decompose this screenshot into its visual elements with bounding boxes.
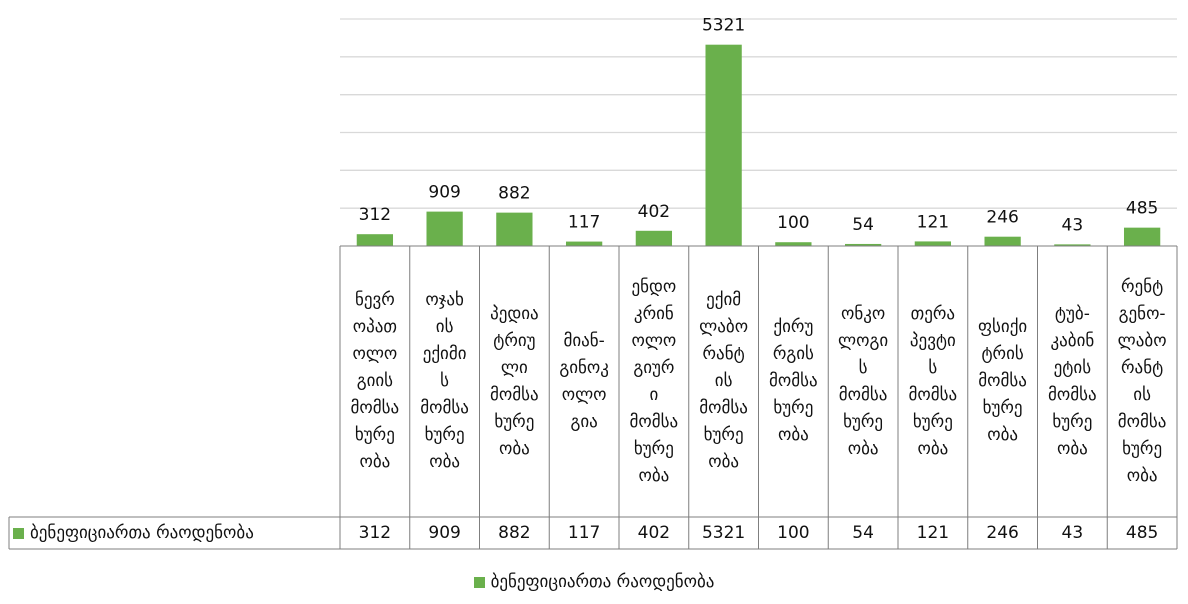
table-cell: 909 — [428, 523, 461, 543]
data-label: 882 — [498, 184, 530, 204]
data-label: 909 — [428, 183, 460, 203]
category-label: მიან- გინოკ ოლო გია — [559, 330, 609, 432]
table-cell: 5321 — [701, 523, 746, 543]
series-row-label: ბენეფიციართა რაოდენობა — [13, 517, 338, 549]
data-label: 246 — [986, 208, 1018, 228]
category-label: ქირუ რგის მომსა ხურე ობა — [769, 317, 818, 445]
bar — [984, 236, 1021, 246]
data-label: 54 — [852, 215, 874, 235]
table-cell: 402 — [637, 523, 671, 543]
category-label: ოჯახ ის ექიმი ს მომსა ხურე ობა — [420, 290, 469, 472]
data-label: 402 — [638, 202, 670, 222]
category-label: ექიმ ლაბო რანტ ის მომსა ხურე ობა — [699, 290, 749, 472]
category-label: ონკო ლოგი ს მომსა ხურე ობა — [838, 303, 889, 459]
legend-swatch — [473, 576, 485, 588]
legend: ბენეფიციართა რაოდენობა — [0, 572, 1188, 592]
bar — [844, 243, 882, 246]
category-label: ნევრ ოპათ ოლო გიის მომსა ხურე ობა — [350, 290, 400, 472]
data-label: 485 — [1126, 199, 1158, 219]
table-cell: 882 — [498, 523, 531, 543]
table-cell: 485 — [1125, 523, 1159, 543]
data-label: 117 — [568, 213, 600, 233]
bar — [705, 44, 742, 246]
bar — [1123, 227, 1161, 246]
bar — [496, 212, 533, 246]
series-name: ბენეფიციართა რაოდენობა — [30, 523, 254, 543]
table-cell: 43 — [1061, 523, 1084, 543]
table-cell: 312 — [358, 523, 392, 543]
bar — [635, 230, 673, 246]
bar — [914, 241, 952, 246]
bar — [565, 241, 603, 246]
category-label: თერა პევტი ს მომსა ხურე ობა — [908, 303, 958, 459]
bar — [1054, 244, 1091, 246]
category-label: ტუბ- კაბინ ეტის მომსა ხურე ობა — [1048, 303, 1097, 459]
bar — [356, 234, 394, 246]
data-label: 100 — [777, 213, 809, 233]
category-label: ენდო კრინ ოლო გიურ ი მომსა ხურე ობა — [629, 276, 679, 486]
data-label: 43 — [1062, 215, 1084, 235]
category-label: პედია ტრიუ ლი მომსა ხურე ობა — [490, 303, 539, 459]
data-label: 121 — [917, 212, 949, 232]
data-label: 312 — [359, 205, 391, 225]
bar — [426, 211, 463, 246]
legend-label: ბენეფიციართა რაოდენობა — [490, 572, 715, 592]
table-cell: 117 — [567, 523, 601, 543]
data-label: 5321 — [702, 16, 745, 36]
bar — [775, 242, 812, 246]
table-cell: 121 — [916, 523, 950, 543]
series-swatch — [13, 527, 24, 539]
category-label: რენტ გენო- ლაბო რანტ ის მომსა ხურე ობა — [1117, 276, 1167, 486]
table-cell: 54 — [852, 523, 874, 543]
table-cell: 100 — [777, 523, 810, 543]
table-cell: 246 — [986, 523, 1019, 543]
category-label: ფსიქი ტრის მომსა ხურე ობა — [978, 317, 1028, 445]
